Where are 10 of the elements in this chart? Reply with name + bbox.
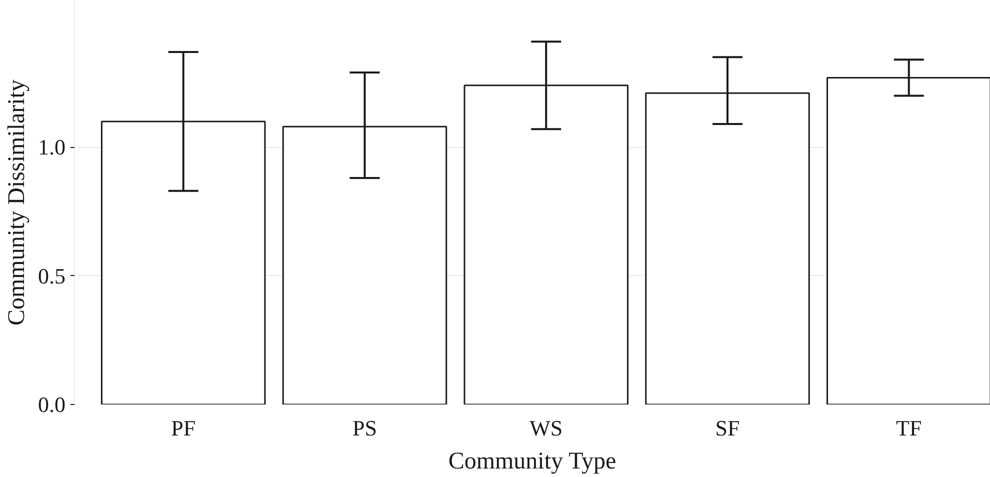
y-tick-label: 1.0: [38, 134, 66, 160]
y-tick-label: 0.5: [38, 263, 66, 288]
x-tick-label: WS: [530, 416, 563, 440]
x-axis-title: Community Type: [448, 448, 616, 474]
y-axis-title: Community Dissimilarity: [4, 79, 30, 326]
x-tick-label: TF: [896, 416, 922, 440]
y-tick-label: 0.0: [38, 392, 66, 417]
x-tick-label: PS: [352, 416, 377, 440]
x-tick-label: SF: [715, 416, 740, 440]
x-tick-label: PF: [171, 416, 196, 440]
